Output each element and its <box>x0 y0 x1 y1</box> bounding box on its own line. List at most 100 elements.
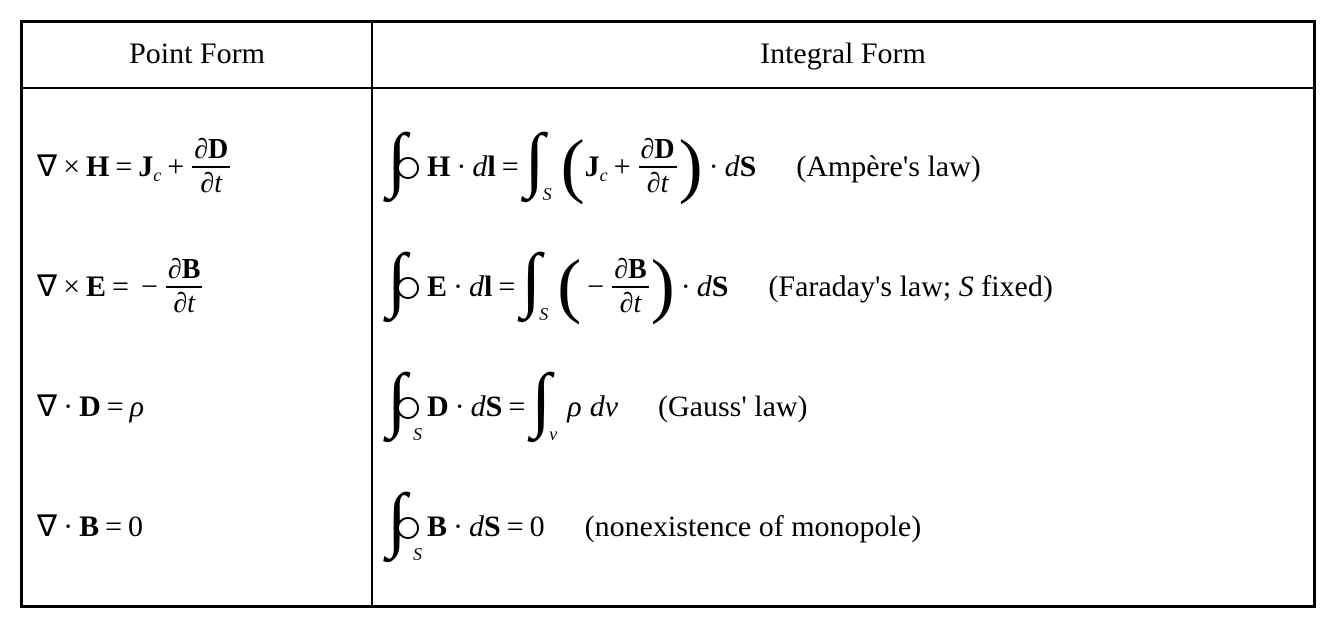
eq-ampere-integral: ∫ H · dl = ∫S ( Jc + ∂D <box>387 127 756 207</box>
contour-integral-icon: ∫S <box>387 367 427 447</box>
table-row: ∫ H · dl = ∫S ( Jc + ∂D <box>387 107 1299 227</box>
minus-symbol: − <box>581 272 610 302</box>
dot-symbol: · <box>449 392 471 422</box>
header-point-form: Point Form <box>23 23 373 87</box>
table-row: ∫ E · dl = ∫S ( − ∂B ∂t <box>387 227 1299 347</box>
dot-symbol: · <box>447 512 469 542</box>
subscript-s: S <box>543 185 552 203</box>
vector-j: J <box>585 152 600 182</box>
table-row: ∇ · D = ρ <box>37 347 357 467</box>
eq-curl-h: ∇ × H = Jc + ∂D ∂t <box>37 134 232 200</box>
vector-h: H <box>427 152 450 182</box>
differential-d: d <box>697 272 712 302</box>
law-label-ampere: (Ampère's law) <box>756 150 981 184</box>
partial-symbol: ∂ <box>641 134 655 165</box>
vector-h: H <box>86 152 109 182</box>
dot-symbol: · <box>57 512 79 542</box>
table-body: ∇ × H = Jc + ∂D ∂t ∇ × <box>23 89 1313 605</box>
subscript-c: c <box>600 166 608 184</box>
contour-integral-icon: ∫ <box>387 127 427 207</box>
differential-d: d <box>472 152 487 182</box>
vector-e: E <box>427 272 447 302</box>
vector-d: D <box>427 392 449 422</box>
dot-symbol: · <box>450 152 472 182</box>
variable-t: t <box>661 168 669 199</box>
differential-d: d <box>471 392 486 422</box>
variable-t: t <box>214 168 222 199</box>
table-row: ∇ · B = 0 <box>37 467 357 587</box>
table-header-row: Point Form Integral Form <box>23 23 1313 89</box>
vector-s: S <box>484 512 501 542</box>
paren-group: ( − ∂B ∂t ) <box>557 254 674 320</box>
dot-symbol: · <box>703 152 725 182</box>
subscript-s: S <box>413 425 422 443</box>
nabla-symbol: ∇ <box>37 512 57 542</box>
plus-symbol: + <box>161 152 190 182</box>
vector-d: D <box>79 392 101 422</box>
minus-symbol: − <box>135 272 164 302</box>
differential-dv: dv <box>590 392 618 422</box>
differential-d: d <box>469 512 484 542</box>
vector-b: B <box>79 512 99 542</box>
nabla-symbol: ∇ <box>37 152 57 182</box>
law-label-monopole: (nonexistence of monopole) <box>545 510 922 544</box>
fraction-dd-dt: ∂D ∂t <box>637 134 679 200</box>
equals-symbol: = <box>101 392 130 422</box>
contour-integral-icon: ∫S <box>387 487 427 567</box>
vector-e: E <box>86 272 106 302</box>
plus-symbol: + <box>608 152 637 182</box>
equals-symbol: = <box>502 392 531 422</box>
equals-symbol: = <box>109 152 138 182</box>
subscript-s: S <box>413 545 422 563</box>
law-label-faraday: (Faraday's law; S fixed) <box>728 270 1052 304</box>
subscript-s: S <box>539 305 548 323</box>
partial-symbol: ∂ <box>647 168 661 199</box>
partial-symbol: ∂ <box>194 134 208 165</box>
vector-l: l <box>484 272 492 302</box>
maxwell-equations-table: Point Form Integral Form ∇ × H = Jc + ∂D… <box>20 20 1316 608</box>
eq-curl-e: ∇ × E = − ∂B ∂t <box>37 254 204 320</box>
cross-symbol: × <box>57 272 86 302</box>
equals-symbol: = <box>501 512 530 542</box>
equals-symbol: = <box>492 272 521 302</box>
partial-symbol: ∂ <box>614 254 628 285</box>
eq-monopole-integral: ∫S B · dS = 0 <box>387 487 545 567</box>
vector-s: S <box>740 152 757 182</box>
equals-symbol: = <box>496 152 525 182</box>
integral-icon: ∫v <box>531 367 567 447</box>
column-integral-form: ∫ H · dl = ∫S ( Jc + ∂D <box>373 89 1313 605</box>
vector-b: B <box>628 254 647 285</box>
vector-b: B <box>182 254 201 285</box>
table-row: ∇ × E = − ∂B ∂t <box>37 227 357 347</box>
subscript-v: v <box>549 425 557 443</box>
cross-symbol: × <box>57 152 86 182</box>
variable-t: t <box>187 288 195 319</box>
law-label-gauss: (Gauss' law) <box>618 390 808 424</box>
vector-l: l <box>487 152 495 182</box>
eq-gauss-integral: ∫S D · dS = ∫v ρ dv <box>387 367 618 447</box>
vector-d: D <box>208 134 228 165</box>
zero-symbol: 0 <box>530 512 545 542</box>
variable-s: S <box>959 270 974 303</box>
partial-symbol: ∂ <box>173 288 187 319</box>
equals-symbol: = <box>99 512 128 542</box>
column-point-form: ∇ × H = Jc + ∂D ∂t ∇ × <box>23 89 373 605</box>
vector-j: J <box>138 152 153 182</box>
paren-group: ( Jc + ∂D ∂t ) <box>561 134 703 200</box>
dot-symbol: · <box>447 272 469 302</box>
fraction-dd-dt: ∂D ∂t <box>190 134 232 200</box>
partial-symbol: ∂ <box>200 168 214 199</box>
equals-symbol: = <box>106 272 135 302</box>
zero-symbol: 0 <box>128 512 143 542</box>
fraction-db-dt: ∂B ∂t <box>164 254 205 320</box>
variable-rho: ρ <box>130 392 144 422</box>
vector-s: S <box>486 392 503 422</box>
vector-b: B <box>427 512 447 542</box>
table-row: ∫S D · dS = ∫v ρ dv (Gauss' law) <box>387 347 1299 467</box>
partial-symbol: ∂ <box>620 288 634 319</box>
subscript-c: c <box>153 166 161 184</box>
dot-symbol: · <box>675 272 697 302</box>
vector-d: D <box>654 134 674 165</box>
fraction-db-dt: ∂B ∂t <box>610 254 651 320</box>
eq-div-d: ∇ · D = ρ <box>37 392 144 422</box>
